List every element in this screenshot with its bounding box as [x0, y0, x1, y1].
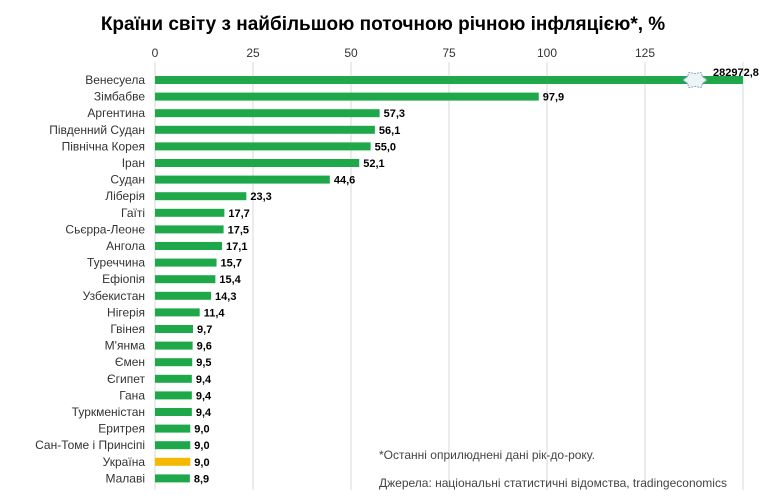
bar: [155, 291, 212, 300]
bar: [155, 159, 360, 167]
x-tick-label: 0: [152, 46, 159, 60]
value-label: 44,6: [334, 175, 355, 187]
value-label: 11,4: [204, 307, 226, 319]
bar: [155, 474, 190, 483]
value-label: 57,3: [384, 108, 405, 120]
bar: [155, 192, 247, 201]
x-tick-label: 75: [442, 46, 456, 60]
value-label: 14,3: [215, 291, 236, 303]
sources-note: Джерела: національні статистичні відомст…: [379, 476, 727, 490]
bar: [155, 275, 216, 284]
x-tick-label: 50: [344, 46, 358, 60]
value-label: 9,4: [196, 374, 212, 386]
category-label: Судан: [110, 173, 145, 187]
x-tick-label: 25: [246, 46, 260, 60]
category-label: Аргентина: [87, 106, 145, 120]
value-label: 15,7: [221, 258, 242, 270]
value-label: 282972,8: [713, 67, 759, 79]
bar: [155, 175, 330, 184]
bar: [155, 424, 191, 433]
bar: [155, 258, 217, 267]
category-label: Сан-Томе і Принсіпі: [35, 438, 145, 452]
value-label: 9,0: [194, 457, 209, 469]
value-label: 8,9: [194, 473, 209, 485]
bar: [155, 76, 743, 84]
bar: [155, 92, 539, 101]
bar: [155, 109, 380, 118]
category-label: Північна Корея: [62, 139, 145, 153]
category-label: Зімбабве: [94, 90, 145, 104]
chart-title: Країни світу з найбільшою поточною річно…: [100, 14, 666, 35]
value-label: 56,1: [379, 125, 400, 137]
category-label: Україна: [103, 455, 146, 469]
value-label: 17,1: [226, 241, 247, 253]
value-label: 97,9: [543, 92, 564, 104]
category-label: Гвінея: [110, 322, 145, 336]
category-label: Ємен: [115, 355, 145, 369]
value-label: 9,4: [196, 390, 212, 402]
category-label: Єгипет: [107, 372, 145, 386]
bar: [155, 242, 223, 250]
category-label: Еритрея: [98, 422, 145, 436]
category-label: Ангола: [106, 239, 145, 253]
bar: [155, 225, 224, 234]
category-label: Малаві: [105, 471, 145, 485]
bar: [155, 408, 192, 416]
value-label: 9,6: [197, 341, 212, 353]
category-label: Сьєрра-Леоне: [65, 222, 145, 236]
category-label: Іран: [122, 156, 145, 170]
x-tick-label: 125: [635, 46, 655, 60]
value-label: 17,5: [228, 224, 249, 236]
value-label: 9,0: [194, 424, 209, 436]
category-label: Південний Судан: [49, 123, 145, 137]
bar: [155, 308, 200, 317]
category-label: Гана: [119, 388, 145, 402]
category-label: Ефіопія: [102, 272, 145, 286]
value-label: 55,0: [375, 141, 396, 153]
bar: [155, 142, 371, 151]
category-label: М'янма: [105, 339, 146, 353]
category-label: Нігерія: [107, 305, 145, 319]
bar: [155, 125, 375, 134]
value-label: 9,7: [197, 324, 212, 336]
bar: [155, 391, 192, 400]
category-label: Гаїті: [121, 206, 145, 220]
value-label: 17,7: [228, 208, 249, 220]
bar: [155, 341, 193, 350]
bar: [155, 374, 192, 383]
value-label: 23,3: [250, 191, 271, 203]
value-label: 9,4: [196, 407, 212, 419]
axis-break-marker: [682, 71, 708, 89]
category-label: Ліберія: [105, 189, 145, 203]
x-tick-label: 100: [537, 46, 557, 60]
value-label: 15,4: [219, 274, 241, 286]
category-label: Туркменістан: [72, 405, 145, 419]
bar: [155, 441, 191, 450]
category-label: Узбекистан: [83, 289, 145, 303]
value-label: 9,5: [196, 357, 211, 369]
bar: [155, 358, 193, 367]
category-label: Венесуела: [85, 73, 145, 87]
category-label: Туреччина: [87, 256, 145, 270]
bar: [155, 457, 191, 466]
value-label: 52,1: [363, 158, 384, 170]
footnote: *Останні оприлюднені дані рік-до-року.: [379, 448, 595, 462]
bar: [155, 208, 225, 217]
value-label: 9,0: [194, 440, 209, 452]
bar: [155, 325, 194, 333]
